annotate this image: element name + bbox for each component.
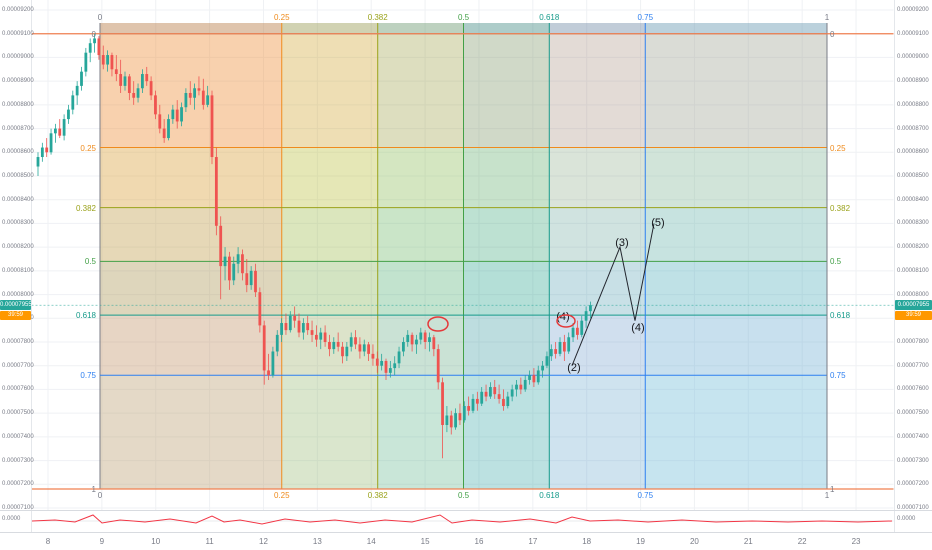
wave-label[interactable]: (4) [556,311,569,323]
bar-countdown-badge-right: 39:59 [895,311,932,320]
time-axis-label: 22 [797,537,807,546]
price-axis-label: 0.00008200 [2,244,34,251]
price-axis-label: 0.00007700 [2,362,34,369]
price-axis-label: 0.00008700 [897,125,929,132]
time-axis-label: 20 [689,537,699,546]
price-axis-label: 0.00009000 [2,54,34,61]
price-axis-label: 0.00007600 [2,386,34,393]
time-axis-label: 19 [636,537,646,546]
fib-time-band [645,23,827,490]
price-axis-label: 0.00008500 [2,172,34,179]
time-axis-label: 18 [582,537,592,546]
price-axis-label: 0.00009100 [897,30,929,37]
price-axis-label: 0.00008600 [2,149,34,156]
time-axis-label: 10 [151,537,161,546]
price-axis-label: 0.00008900 [897,78,929,85]
time-axis-label: 16 [474,537,484,546]
price-axis-label: 0.00007800 [2,338,34,345]
time-axis-label: 21 [743,537,753,546]
elliott-wave-drawing[interactable]: (4) (2) (3) (4) (5) [556,217,664,374]
price-axis-label: 0.00008400 [897,196,929,203]
fib-time-band [377,23,464,490]
price-axis-label: 0.00008500 [897,172,929,179]
price-axis-label: 0.00008300 [897,220,929,227]
right-price-axis[interactable]: 0.00009200 0.00009100 0.00009000 0.00008900… [895,0,932,550]
fib-time-band [549,23,646,490]
fib-time-band [100,23,282,490]
price-axis-label: 0.00007800 [897,338,929,345]
price-axis-label: 0.00008300 [2,220,34,227]
current-price-badge-right: 0.00007955 [895,300,932,310]
price-axis-label: 0.00007400 [897,433,929,440]
price-axis-label: 0.00007600 [897,386,929,393]
price-axis-label: 0.00007200 [2,481,34,488]
price-axis-label: 0.00008400 [2,196,34,203]
price-axis-label: 0.00009100 [2,30,34,37]
price-axis-label: 0.00008000 [897,291,929,298]
highlight-ellipse[interactable] [556,314,576,328]
grid-layer [31,0,894,510]
price-axis-label: 0.00009200 [897,7,929,13]
price-axis-label: 0.00008700 [2,125,34,132]
wave-trend-lines[interactable] [571,223,655,366]
price-axis-label: 0.00007400 [2,433,34,440]
price-axis-label: 0.00007300 [897,457,929,464]
price-axis-label: 0.00008100 [2,267,34,274]
fib-time-band [281,23,378,490]
price-axis-label: 0.00008800 [2,101,34,108]
price-axis-label: 0.00007200 [897,481,929,488]
fib-time-band [463,23,550,490]
time-axis-label: 12 [259,537,268,546]
price-axis-label: 0.00008800 [897,101,929,108]
price-axis-label: 0.00007300 [2,457,34,464]
indicator-line [31,514,893,525]
time-axis-label: 15 [420,537,430,546]
price-axis-label: 0.00008600 [897,149,929,156]
time-axis-label: 13 [312,537,322,546]
left-price-axis[interactable]: 0.00009200 0.00009100 0.00009000 0.00008900… [0,0,34,550]
price-axis-label: 0.00008100 [897,267,929,274]
wave-label[interactable]: (3) [615,237,628,249]
wave-label[interactable]: (4) [631,322,644,334]
time-axis[interactable]: 8 9 10 11 12 13 14 15 16 17 18 19 20 21 22 23 [0,533,932,550]
current-price-badge-left: 0.00007955 [0,300,32,310]
time-axis-label: 17 [528,537,538,546]
wave-label[interactable]: (2) [567,362,580,374]
price-axis-label: 0.00009200 [2,7,34,13]
price-axis-label: 0.00007500 [2,410,34,417]
time-axis-label: 9 [99,537,105,546]
time-axis-label: 8 [45,537,51,546]
bar-countdown-badge-left: 39:59 [0,311,31,320]
price-axis-label: 0.00008900 [2,78,34,85]
price-axis-label: 0.00009000 [897,54,929,61]
price-axis-label: 0.00007500 [897,410,929,417]
highlight-ellipse[interactable] [427,316,449,332]
price-axis-label: 0.00007700 [897,362,929,369]
time-axis-label: 23 [851,537,861,546]
indicator-axis-label: 0.0000 [897,516,916,522]
time-axis-label: 11 [205,537,214,546]
time-axis-label: 14 [366,537,376,546]
price-axis-label: 0.00007100 [897,504,929,511]
fib-retracement-layer[interactable] [99,23,828,490]
indicator-axis-label: 0.0000 [2,516,21,522]
wave-label[interactable]: (5) [651,217,664,229]
price-axis-label: 0.00007100 [2,504,34,511]
price-axis-label: 0.00008000 [2,291,34,298]
price-axis-label: 0.00008200 [897,244,929,251]
candlestick-layer [36,33,592,459]
